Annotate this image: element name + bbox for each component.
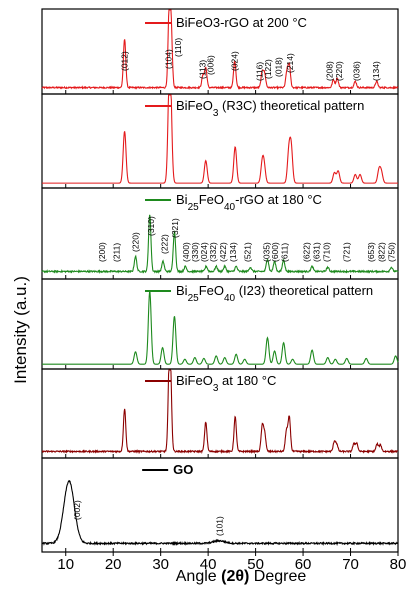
x-axis: 10 20 30 40 50 60 70 80 [57,552,406,573]
hkl-label: (036) [352,61,362,81]
hkl-label: (035) [262,242,272,262]
x-tick-label: 70 [342,556,359,573]
hkl-label: (006) [206,55,216,75]
panel-frame [41,457,399,553]
hkl-label: (208) [325,61,335,81]
hkl-label: (710) [321,242,331,262]
hkl-label: (122) [263,59,273,79]
x-axis-label-post: Degree [249,568,306,585]
hkl-label: (400) [181,242,191,262]
hkl-label: (211) [112,243,122,262]
hkl-label: (104) [163,49,173,69]
x-tick-label: 80 [390,556,407,573]
xrd-trace [41,9,399,91]
hkl-label: (332) [208,242,218,262]
xrd-trace [41,479,399,547]
x-axis-label-pre: Angle [176,568,221,585]
x-tick-label: 30 [152,556,169,573]
x-tick-label: 20 [105,556,122,573]
legend-label: BiFeO3 at 180 °C [176,373,276,394]
x-axis-label-paren: (2θ) [221,568,249,585]
hkl-label: (018) [273,57,283,77]
legend-label: Bi25FeO40-rGO at 180 °C [176,192,322,213]
hkl-label: (134) [371,61,381,81]
hkl-label: (002) [72,500,82,520]
hkl-label: (600) [270,242,280,262]
hkl-label: (220) [131,232,141,252]
hkl-label: (222) [160,234,170,254]
hkl-label: (721) [342,242,352,262]
legend-label: BiFeO3-rGO at 200 °C [176,15,307,30]
hkl-label: (110) [173,38,183,57]
y-axis-label: Intensity (a.u.) [11,276,30,384]
hkl-label: (101) [215,516,225,536]
stacked-panels: BiFeO3-rGO at 200 °C (012) (104)(110) (113)… [41,8,399,553]
x-axis-label: Angle (2θ) Degree [176,568,307,585]
hkl-label: (134) [228,242,238,262]
x-tick-label: 60 [295,556,312,573]
hkl-label: (116) [254,62,264,81]
legend-label: Bi25FeO40 (I23) theoretical pattern [176,283,373,304]
hkl-label: (422) [218,242,228,262]
hkl-label: (024) [199,242,209,262]
hkl-label: (214) [285,53,295,73]
x-tick-label: 40 [200,556,217,573]
hkl-label: (521) [243,242,253,262]
hkl-label: (321) [170,218,180,238]
hkl-label: (012) [120,51,130,71]
legend-label: BiFeO3 (R3C) theoretical pattern [176,98,364,119]
panel-5: GO (002) (101) [41,457,399,553]
panel-0: BiFeO3-rGO at 200 °C (012) (104)(110) (113)… [41,8,399,95]
panel-1: BiFeO3 (R3C) theoretical pattern [41,93,399,189]
x-tick-label: 50 [247,556,264,573]
hkl-label: (653) [366,242,376,262]
panel-4: BiFeO3 at 180 °C [41,368,399,459]
xrd-trace [41,369,399,454]
x-tick-label: 10 [57,556,74,573]
xrd-trace [42,290,399,365]
hkl-label: (822) [376,242,386,262]
hkl-label: (310) [146,216,156,236]
hkl-label: (113) [197,60,207,79]
xrd-trace [42,94,398,184]
hkl-label: (750) [386,242,396,262]
hkl-label: (622) [301,242,311,262]
hkl-label: (611) [280,243,290,262]
hkl-label: (330) [190,242,200,262]
hkl-label: (220) [334,61,344,81]
xrd-trace [41,214,399,275]
panel-2: Bi25FeO40-rGO at 180 °C (200) (211) (220) (3… [41,187,399,280]
hkl-label: (200) [97,242,107,262]
legend-label: GO [173,462,193,477]
hkl-label: (631) [311,242,321,262]
panel-3: Bi25FeO40 (I23) theoretical pattern [41,278,399,370]
hkl-label: (024) [230,51,240,71]
